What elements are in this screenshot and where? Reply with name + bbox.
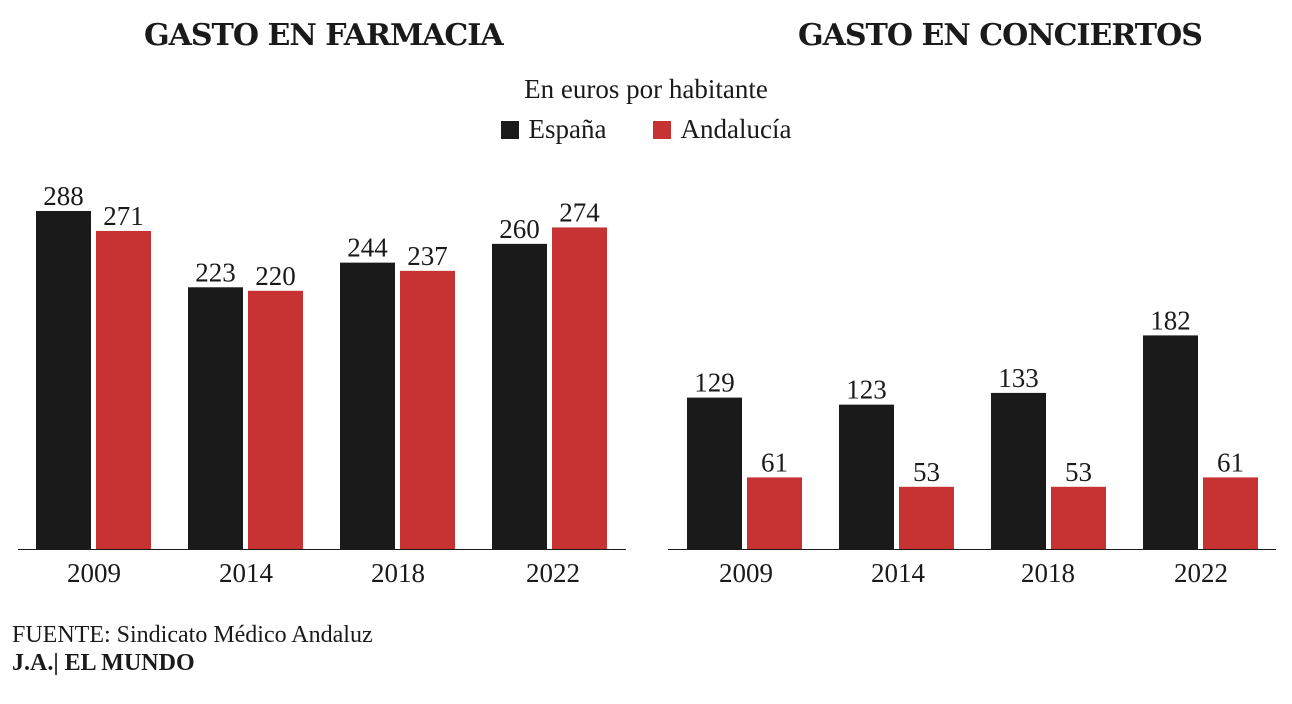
data-label: 223	[195, 257, 236, 287]
bar-gasto-en-conciertos-españa-2018	[991, 392, 1046, 549]
bar-gasto-en-farmacia-andalucía-2018	[400, 270, 455, 549]
x-tick-label: 2022	[1174, 558, 1228, 588]
bar-gasto-en-conciertos-andalucía-2014	[899, 486, 954, 549]
x-tick-label: 2018	[371, 558, 425, 588]
bar-gasto-en-farmacia-andalucía-2022	[552, 227, 607, 550]
legend-swatch-espana	[500, 120, 519, 139]
bar-gasto-en-farmacia-españa-2022	[492, 243, 547, 549]
bar-gasto-en-conciertos-españa-2009	[687, 397, 742, 549]
data-label: 288	[43, 181, 84, 211]
data-label: 182	[1150, 305, 1191, 335]
legend-label-andalucia: Andalucía	[680, 114, 792, 144]
chart-title-conciertos: GASTO EN CONCIERTOS	[798, 18, 1203, 53]
legend-swatch-andalucia	[652, 120, 671, 139]
x-tick-label: 2009	[719, 558, 773, 588]
source-note: FUENTE: Sindicato Médico Andaluz	[12, 622, 373, 648]
bar-gasto-en-conciertos-andalucía-2009	[747, 477, 802, 549]
data-label: 123	[846, 375, 887, 405]
data-label: 53	[1065, 457, 1092, 487]
bar-gasto-en-conciertos-españa-2014	[839, 404, 894, 549]
bar-gasto-en-conciertos-andalucía-2018	[1051, 486, 1106, 549]
x-tick-label: 2009	[67, 558, 121, 588]
data-label: 220	[255, 261, 296, 291]
data-label: 133	[998, 363, 1039, 393]
data-label: 260	[499, 214, 540, 244]
bar-gasto-en-conciertos-andalucía-2022	[1203, 477, 1258, 549]
credit-note: J.A.| EL MUNDO	[12, 650, 195, 676]
legend-item-espana: España	[500, 114, 607, 145]
legend: España Andalucía	[0, 114, 1292, 145]
bar-gasto-en-farmacia-españa-2018	[340, 262, 395, 549]
chart-subtitle: En euros por habitante	[524, 74, 768, 104]
chart-title-farmacia: GASTO EN FARMACIA	[144, 18, 504, 53]
data-label: 61	[761, 447, 788, 477]
data-label: 274	[559, 197, 600, 227]
legend-label-espana: España	[528, 114, 607, 144]
data-label: 129	[694, 368, 735, 398]
legend-item-andalucia: Andalucía	[652, 114, 792, 145]
x-tick-label: 2022	[526, 558, 580, 588]
data-label: 271	[103, 201, 144, 231]
bar-gasto-en-farmacia-españa-2014	[188, 287, 243, 549]
data-label: 61	[1217, 447, 1244, 477]
bar-gasto-en-farmacia-españa-2009	[36, 211, 91, 549]
data-label: 244	[347, 233, 388, 263]
x-tick-label: 2018	[1021, 558, 1075, 588]
bar-gasto-en-farmacia-andalucía-2014	[248, 290, 303, 549]
data-label: 53	[913, 457, 940, 487]
x-tick-label: 2014	[219, 558, 274, 588]
bar-gasto-en-farmacia-andalucía-2009	[96, 230, 151, 549]
data-label: 237	[407, 241, 448, 271]
bar-gasto-en-conciertos-españa-2022	[1143, 335, 1198, 549]
x-tick-label: 2014	[871, 558, 926, 588]
